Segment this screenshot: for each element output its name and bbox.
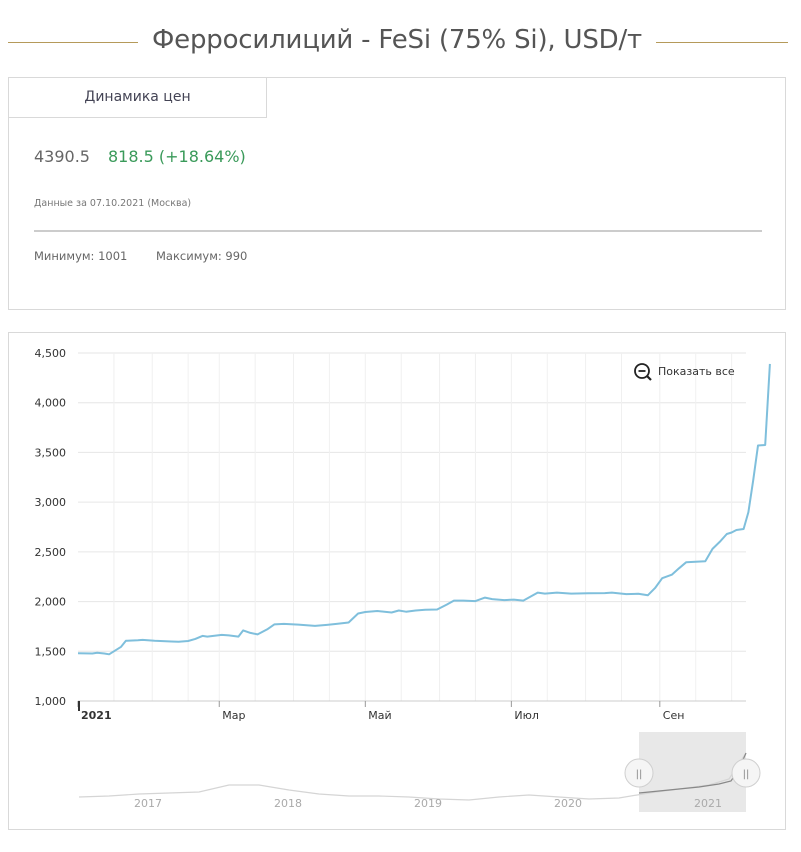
y-tick-label: 2,000 [35,596,67,609]
y-tick-label: 2,500 [35,546,67,559]
zoom-out-icon [634,363,652,381]
navigator-year-label: 2018 [274,797,302,810]
x-axis: 2021 Мар Май Июл Сен [77,700,746,722]
page-title: Ферросилиций - FeSi (75% Si), USD/т [152,25,642,55]
chart-grid [78,352,746,702]
show-all-button[interactable]: Показать все [634,363,735,381]
y-tick-label: 4,500 [35,347,67,360]
price-series-line [77,363,771,656]
chart-series [77,363,771,656]
x-tick-label: Сен [663,709,685,722]
y-tick-label: 4,000 [35,397,67,410]
y-axis: 1,000 1,500 2,000 2,500 3,000 3,500 4,000 4,500 [35,347,67,708]
handle-grip-left: || [636,769,643,780]
price-chart[interactable]: 1,000 1,500 2,000 2,500 3,000 3,500 4,000 4,500… [9,333,787,831]
current-price: 4390.5 [34,147,90,166]
price-info-panel: Динамика цен 4390.5 818.5 (+18.64%) Данн… [8,77,786,310]
x-tick-label: Май [368,709,391,722]
handle-grip-right: || [743,769,750,780]
tab-price-dynamics[interactable]: Динамика цен [8,77,267,118]
show-all-label: Показать все [658,365,735,378]
x-tick-label: Июл [514,709,539,722]
navigator-handle-left[interactable]: || [624,758,654,788]
navigator-year-label: 2021 [694,797,722,810]
navigator-year-label: 2020 [554,797,582,810]
price-change: 818.5 (+18.64%) [108,147,246,166]
chart-navigator[interactable]: 2017 2018 2019 2020 2021 || || [78,732,761,812]
navigator-selection[interactable] [639,732,746,812]
page-header: Ферросилиций - FeSi (75% Si), USD/т [0,22,801,62]
navigator-year-label: 2017 [134,797,162,810]
y-tick-label: 3,500 [35,446,67,459]
minimum-value: Минимум: 1001 [34,249,128,263]
data-date-note: Данные за 07.10.2021 (Москва) [34,198,192,209]
info-divider [34,230,762,232]
navigator-overview-line [78,752,747,801]
title-decor-line-left [8,42,138,43]
y-tick-label: 1,000 [35,695,67,708]
title-decor-line-right [656,42,788,43]
navigator-year-label: 2019 [414,797,442,810]
maximum-value: Максимум: 990 [156,249,248,263]
x-tick-label: 2021 [81,709,112,722]
y-tick-label: 3,000 [35,496,67,509]
y-tick-label: 1,500 [35,645,67,658]
chart-panel: 1,000 1,500 2,000 2,500 3,000 3,500 4,000 4,500… [8,332,786,830]
navigator-handle-right[interactable]: || [731,758,761,788]
x-tick-label: Мар [222,709,245,722]
